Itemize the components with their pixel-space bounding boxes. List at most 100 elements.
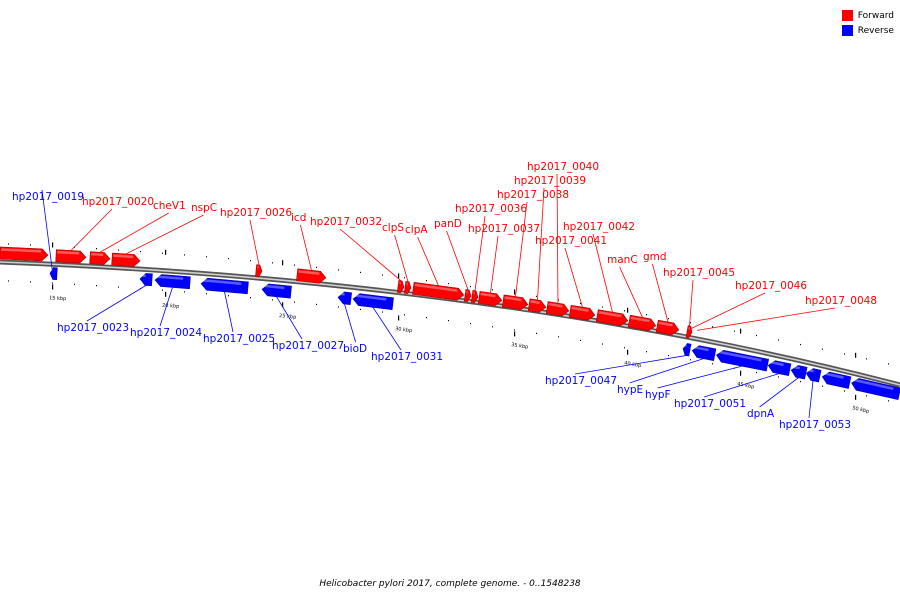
gene-arrow [111,252,141,267]
tick-dot [756,371,757,374]
gene-arrow-shine [399,281,401,285]
gene-arrow-shine [693,345,709,352]
tick-dot [800,343,801,346]
tick-dot [624,347,625,349]
major-tick [855,352,857,358]
gene-label-hypE: hypE [617,384,643,396]
gene-label-hypF: hypF [645,389,671,401]
scale-label: 25 kbp [279,313,297,321]
gene-arrow [470,290,479,304]
tick-dot [8,280,9,282]
gene-label-hp2017_0041: hp2017_0041 [535,235,607,247]
tick-dot [206,293,207,295]
gene-arrow-shine [807,368,814,373]
bioD-gene [337,291,352,306]
tick-dot [646,314,647,316]
tick-dot [712,363,713,365]
gene-arrow [200,277,249,295]
tick-dot [426,280,427,282]
tick-dot [206,256,207,258]
tick-dot [712,326,713,328]
gene-label-hp2017_0025: hp2017_0025 [203,333,275,345]
gene-leader-line [394,234,409,282]
clpS-gene [403,281,412,295]
tick-dot [470,323,471,325]
gene-label-cheV1: cheV1 [153,200,186,212]
tick-dot [382,274,383,276]
gene-label-icd: icd [291,212,306,224]
gene-arrow [296,268,327,284]
gene-label-clpS: clpS [382,222,404,234]
tick-dot [404,314,405,316]
gene-label-hp2017_0026: hp2017_0026 [220,207,292,219]
hp2017_0027-gene [261,283,292,299]
gene-leader-line [703,373,780,398]
gene-label-hp2017_0045: hp2017_0045 [663,267,735,279]
gene-label-hp2017_0039: hp2017_0039 [514,175,586,187]
gene-leader-line [417,236,439,286]
tick-dot [338,269,339,271]
gene-arrow [716,350,770,372]
tick-dot [866,358,867,360]
hp2017_0040-gene [545,301,570,317]
gene-label-hp2017_0048: hp2017_0048 [805,295,877,307]
gene-arrow-shine [57,250,80,255]
tick-dot [162,289,163,291]
tick-dot [360,308,361,310]
tick-dot [184,254,185,256]
gene-arrow-shine [1,248,42,253]
gene-leader-line [86,285,147,322]
gene-leader-line [515,201,528,297]
nspC-gene [111,252,141,267]
tick-dot [228,258,229,260]
gene-arrow-shine [823,372,844,379]
scale-label: 35 kbp [511,342,529,350]
hp2017_0024-gene [154,274,191,290]
tick-dot [338,306,339,308]
tick-dot [404,277,405,279]
tick-dot [30,244,31,246]
major-tick [514,289,516,295]
tick-dot [822,348,823,350]
hp2017_0032-gene [396,280,405,294]
gene-arrow-shine [792,365,800,370]
tick-dot [316,266,317,269]
gene-arrow [139,273,153,287]
hp2017_0023-gene [139,273,153,287]
tick-dot [690,322,691,324]
gene-arrow [501,294,529,310]
gene-arrow-shine [548,302,563,308]
scale-label: 45 kbp [737,381,755,390]
gene-arrow [352,293,394,311]
scale-label: 30 kbp [395,326,413,334]
gene-label-hp2017_0046: hp2017_0046 [735,280,807,292]
tick-dot [96,248,97,250]
tick-dot [778,376,779,378]
gene-leader-line [689,279,694,327]
tick-dot [822,385,823,387]
gene-arrow [805,368,822,383]
major-tick [740,328,742,334]
hp2017_0036-gene [470,290,479,304]
gene-leader-line [652,263,669,323]
gene-label-bioD: bioD [343,343,367,355]
tick-dot [888,363,889,365]
gene-features [0,246,900,401]
gene-arrow-shine [717,350,762,362]
gene-arrow-shine [414,283,458,292]
gene-leader-line [657,365,743,389]
tick-dot [272,262,273,264]
gene-arrow [337,291,352,306]
hp2017_0047-gene [682,343,692,357]
gene-leader-line [159,287,173,327]
tick-dot [514,329,515,331]
gene-label-hp2017_0036: hp2017_0036 [455,203,527,215]
tick-dot [756,334,757,337]
tick-dot [624,310,625,312]
gene-label-hp2017_0023: hp2017_0023 [57,322,129,334]
gene-arrow-shine [466,290,468,294]
gene-arrow-shine [769,360,784,367]
scale-label: 50 kbp [852,405,870,415]
tick-dot [360,271,361,273]
gene-arrow [767,360,792,377]
